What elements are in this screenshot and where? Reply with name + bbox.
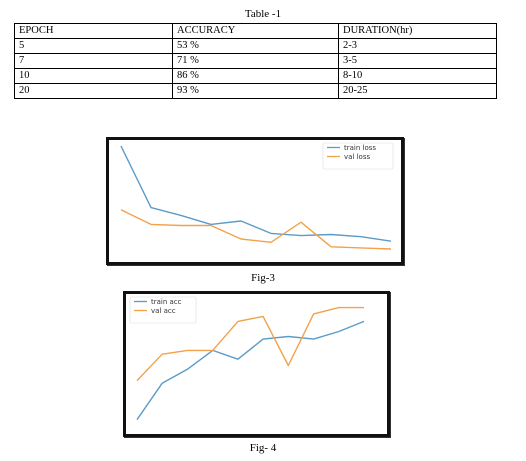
- cell-accuracy: 93 %: [172, 83, 339, 99]
- cell-accuracy: 71 %: [172, 53, 339, 69]
- fig4-caption: Fig- 4: [249, 442, 277, 454]
- legend-label: val acc: [151, 307, 176, 315]
- cell-epoch: 10: [14, 68, 173, 84]
- header-accuracy: ACCURACY: [172, 23, 339, 39]
- legend-label: train loss: [344, 144, 376, 152]
- series-line-val-acc: [136, 306, 364, 382]
- cell-accuracy: 86 %: [172, 68, 339, 84]
- cell-accuracy: 53 %: [172, 38, 339, 54]
- table-row: 10 86 % 8-10: [14, 68, 497, 84]
- table-row: 20 93 % 20-25: [14, 83, 497, 99]
- header-epoch: EPOCH: [14, 23, 173, 39]
- cell-duration: 2-3: [338, 38, 497, 54]
- legend-box: [322, 142, 394, 170]
- cell-duration: 3-5: [338, 53, 497, 69]
- series-line-val-loss: [120, 209, 392, 250]
- fig3-caption: Fig-3: [251, 272, 275, 284]
- table-title: Table -1: [244, 8, 282, 20]
- loss-chart-frame: train loss val loss: [106, 137, 404, 265]
- cell-epoch: 7: [14, 53, 173, 69]
- cell-duration: 8-10: [338, 68, 497, 84]
- cell-duration: 20-25: [338, 83, 497, 99]
- series-line-train-loss: [120, 145, 392, 242]
- legend-box: [129, 296, 197, 324]
- table-row: 7 71 % 3-5: [14, 53, 497, 69]
- results-table: EPOCH ACCURACY DURATION(hr) 5 53 % 2-3 7…: [14, 23, 497, 99]
- legend-label: train acc: [151, 298, 182, 306]
- legend-label: val loss: [344, 153, 370, 161]
- table-header-row: EPOCH ACCURACY DURATION(hr): [14, 23, 497, 39]
- series-line-train-acc: [136, 320, 365, 421]
- header-duration: DURATION(hr): [338, 23, 497, 39]
- accuracy-chart-frame: train acc val acc: [123, 291, 390, 437]
- table-row: 5 53 % 2-3: [14, 38, 497, 54]
- cell-epoch: 20: [14, 83, 173, 99]
- cell-epoch: 5: [14, 38, 173, 54]
